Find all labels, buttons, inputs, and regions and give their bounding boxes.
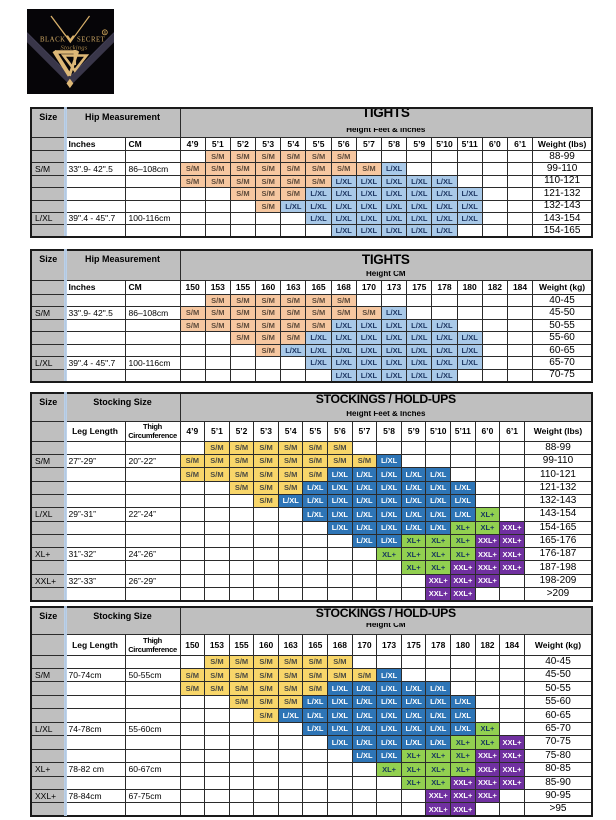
svg-text:SECRET: SECRET: [77, 36, 106, 43]
svg-text:Stockings: Stockings: [60, 44, 87, 51]
svg-text:R: R: [104, 31, 107, 35]
svg-text:BLACK: BLACK: [40, 36, 66, 43]
